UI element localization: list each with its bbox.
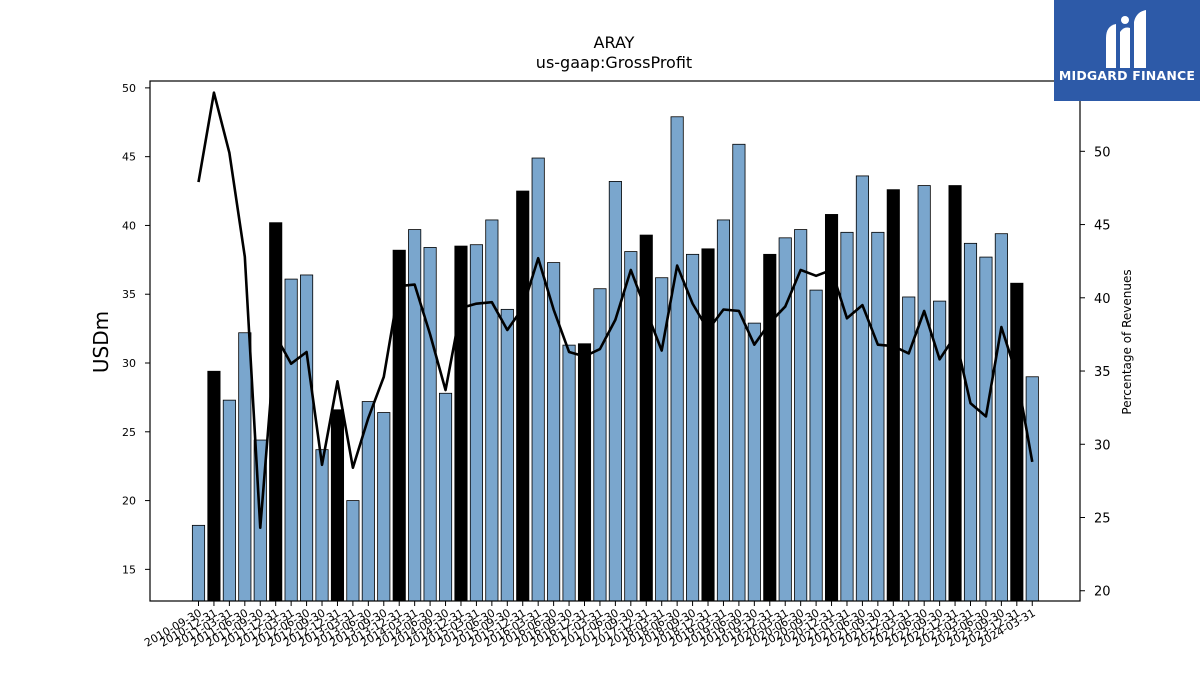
bar-2021-12-31 <box>886 189 900 602</box>
bar-2015-09-30 <box>500 308 514 602</box>
bar-2016-03-31 <box>531 157 545 602</box>
bar-2015-06-30 <box>485 219 499 602</box>
bars-group <box>191 116 1039 602</box>
y2-tick-label-30: 30 <box>1094 438 1111 453</box>
chart-subtitle: us-gaap:GrossProfit <box>536 53 692 72</box>
bar-2021-09-30 <box>871 231 885 602</box>
bar-2023-09-30 <box>994 233 1008 602</box>
y-tick-label-25: 25 <box>122 426 136 439</box>
bar-2017-09-30 <box>624 251 638 602</box>
y-tick-label-45: 45 <box>122 151 136 164</box>
y-tick-label-40: 40 <box>122 219 136 232</box>
bar-2019-12-31 <box>763 253 777 602</box>
bar-2018-06-30 <box>670 116 684 602</box>
bar-2013-12-31 <box>392 249 406 602</box>
bar-2018-12-31 <box>701 248 715 602</box>
logo-text: MIDGARD FINANCE <box>1058 68 1196 83</box>
bar-2023-06-30 <box>979 256 993 602</box>
bar-2013-03-31 <box>346 500 360 602</box>
bar-2023-12-31 <box>1010 282 1024 602</box>
bar-2015-12-31 <box>516 190 530 602</box>
y2-tick-label-40: 40 <box>1094 292 1111 307</box>
bar-2012-06-30 <box>300 274 314 602</box>
bar-2024-03-31 <box>1025 376 1039 602</box>
bar-2023-03-31 <box>963 242 978 602</box>
y2-axis-label: Percentage of Revenues <box>1120 269 1134 414</box>
y2-tick-label-25: 25 <box>1094 512 1111 527</box>
bar-2019-03-31 <box>716 219 731 602</box>
bar-2010-09-30 <box>191 524 206 602</box>
bar-2020-09-30 <box>809 289 823 602</box>
y-tick-label-35: 35 <box>122 288 136 301</box>
bar-2011-06-30 <box>238 332 252 602</box>
bar-2012-09-30 <box>315 449 329 602</box>
y2-tick-label-20: 20 <box>1094 585 1111 600</box>
bar-2013-09-30 <box>377 412 391 602</box>
bar-2019-06-30 <box>732 143 746 602</box>
bar-2020-06-30 <box>794 229 808 602</box>
bar-2012-12-31 <box>330 409 345 602</box>
bar-2017-03-31 <box>593 288 607 602</box>
line-group <box>197 91 1034 530</box>
bar-2020-03-31 <box>778 237 792 602</box>
bar-2014-06-30 <box>423 247 437 602</box>
midgard-finance-logo: MIDGARD FINANCE <box>1054 0 1200 101</box>
axes-group: 1520253035404550202530354045502010-09-30… <box>122 80 1111 650</box>
bar-2016-09-30 <box>562 344 576 602</box>
y-tick-label-30: 30 <box>122 357 136 370</box>
bar-2021-06-30 <box>855 175 869 602</box>
y-axis-label: USDm <box>89 311 113 373</box>
y2-tick-label-45: 45 <box>1094 219 1111 234</box>
y-tick-label-20: 20 <box>122 495 136 508</box>
bar-2011-12-31 <box>269 222 283 602</box>
bar-2010-12-31 <box>207 370 221 602</box>
y2-tick-label-50: 50 <box>1094 145 1111 160</box>
bar-2012-03-31 <box>284 278 298 602</box>
y-tick-label-50: 50 <box>122 82 136 95</box>
chart-title: ARAY <box>594 33 635 52</box>
bar-2016-06-30 <box>547 262 561 602</box>
bar-2017-12-31 <box>639 234 653 602</box>
y2-tick-label-35: 35 <box>1094 365 1111 380</box>
percentage-line <box>197 91 1034 530</box>
bar-2015-03-31 <box>469 244 483 602</box>
bar-2014-12-31 <box>454 245 468 602</box>
bar-2022-12-31 <box>948 185 962 602</box>
bar-2021-03-31 <box>840 231 854 602</box>
bar-2014-09-30 <box>438 392 453 602</box>
bar-2022-06-30 <box>917 185 931 602</box>
bar-2016-12-31 <box>577 343 592 602</box>
y-tick-label-15: 15 <box>122 563 136 576</box>
bar-2011-03-31 <box>222 399 236 602</box>
logo-icon <box>1106 10 1146 68</box>
bar-2019-09-30 <box>747 322 761 602</box>
bar-2017-06-30 <box>608 181 622 602</box>
bar-2018-09-30 <box>686 253 700 602</box>
